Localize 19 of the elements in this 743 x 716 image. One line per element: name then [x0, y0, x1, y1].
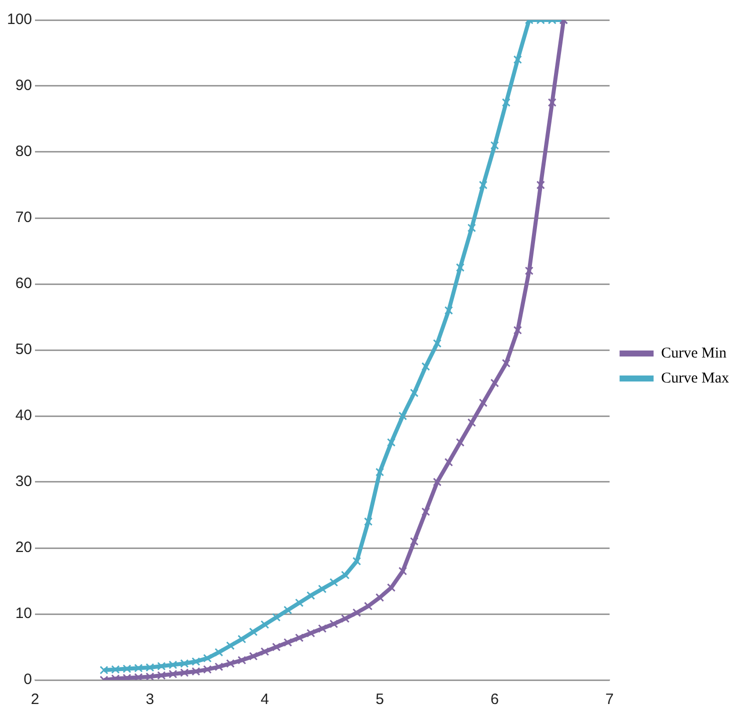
- y-tick-label: 0: [24, 671, 32, 688]
- y-tick-label: 10: [15, 605, 32, 622]
- legend-label: Curve Min: [661, 345, 728, 362]
- y-tick-label: 30: [15, 473, 32, 490]
- x-tick-label: 5: [376, 691, 384, 708]
- x-tick-label: 6: [490, 691, 499, 708]
- y-tick-label: 50: [15, 341, 32, 358]
- y-tick-label: 90: [15, 77, 32, 94]
- y-tick-label: 20: [15, 539, 32, 556]
- legend-label: Curve Max: [661, 370, 730, 386]
- y-tick-label: 100: [6, 11, 32, 28]
- x-tick-label: 7: [605, 691, 614, 708]
- x-tick-label: 4: [260, 691, 270, 708]
- y-tick-label: 60: [15, 275, 32, 292]
- y-tick-label: 40: [15, 407, 32, 424]
- y-tick-label: 80: [15, 143, 32, 160]
- y-tick-label: 70: [15, 209, 32, 226]
- x-tick-label: 2: [30, 691, 40, 708]
- x-tick-label: 3: [146, 691, 154, 708]
